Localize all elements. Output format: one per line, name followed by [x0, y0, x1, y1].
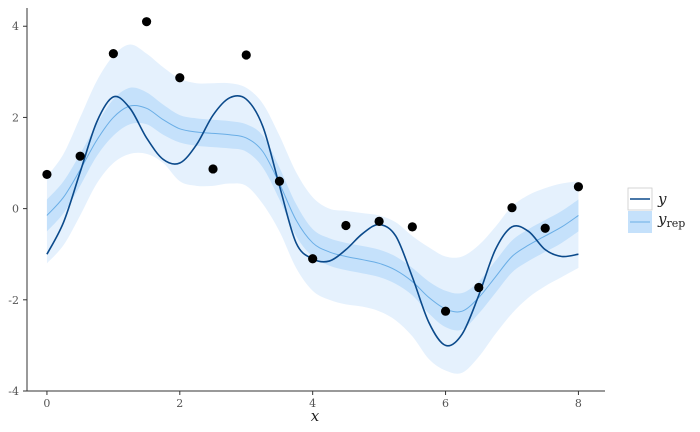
- yrep-median-line: [46, 104, 579, 313]
- observed-point: [75, 151, 85, 161]
- observed-point: [42, 169, 52, 180]
- observed-point: [407, 222, 417, 232]
- legend-label-y: y: [657, 190, 667, 208]
- observed-point: [540, 223, 550, 233]
- observed-point: [474, 282, 484, 293]
- observed-point: [308, 254, 318, 264]
- x-tick-label: 4: [309, 397, 316, 410]
- observed-point: [440, 306, 451, 316]
- observed-point: [573, 182, 584, 192]
- y-tick-label: 0: [12, 203, 19, 216]
- y-tick-label: -4: [8, 385, 19, 398]
- observed-points: [42, 17, 584, 316]
- x-tick-label: 2: [176, 397, 183, 410]
- x-tick-label: 6: [442, 397, 449, 410]
- axes: [26, 8, 605, 392]
- observed-point: [507, 203, 517, 213]
- observed-point: [341, 220, 351, 231]
- observed-point: [274, 176, 285, 186]
- x-tick-label: 0: [43, 397, 50, 410]
- legend-label-yrep-sub: rep: [666, 217, 685, 230]
- y-tick-label: 4: [12, 20, 19, 33]
- observed-point: [108, 48, 118, 59]
- ribbon-bands: [46, 44, 579, 374]
- x-ticks: 0 2 4 6 8: [43, 391, 582, 410]
- y-tick-label: -2: [8, 294, 19, 307]
- legend-label-yrep: yrep: [657, 210, 685, 230]
- y-tick-label: 2: [12, 111, 19, 124]
- observed-point: [241, 50, 251, 60]
- x-tick-label: 8: [575, 397, 582, 410]
- observed-point: [141, 17, 152, 27]
- x-axis-title: x: [311, 407, 320, 425]
- observed-point: [175, 73, 185, 83]
- observed-point: [208, 164, 218, 174]
- legend-label-yrep-main: y: [657, 210, 667, 228]
- y-ticks: -4 -2 0 2 4: [8, 20, 27, 398]
- observed-point: [374, 216, 384, 226]
- legend: y yrep: [627, 187, 685, 233]
